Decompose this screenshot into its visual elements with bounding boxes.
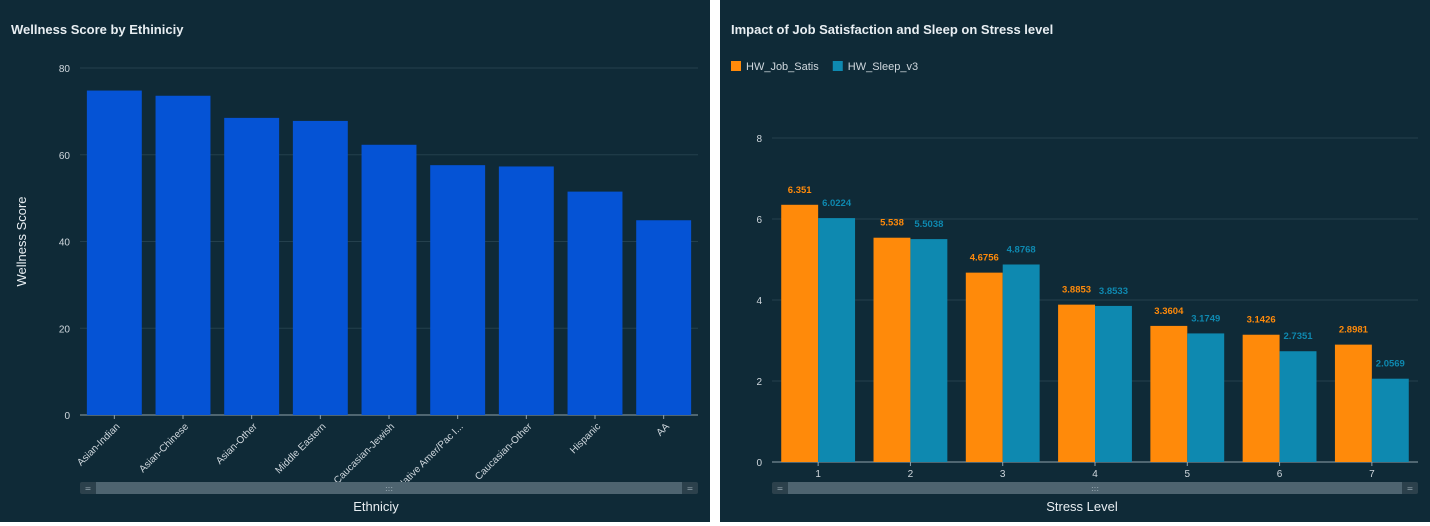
bar-2[interactable]: [224, 117, 280, 415]
bar-HW_Job_Satis-0[interactable]: [781, 204, 819, 463]
x-tick-label: Asian-Other: [214, 421, 260, 467]
legend-swatch-0[interactable]: [731, 61, 741, 71]
stress-chart-panel: Impact of Job Satisfaction and Sleep on …: [720, 0, 1430, 522]
bar-HW_Sleep_v3-6[interactable]: [1371, 378, 1409, 462]
bar-HW_Job_Satis-6[interactable]: [1334, 344, 1372, 462]
legend-swatch-1[interactable]: [832, 61, 843, 71]
scrollbar-left-handle[interactable]: =: [85, 484, 92, 493]
data-label: 4.6756: [970, 253, 999, 264]
x-tick-label: 7: [1369, 469, 1375, 480]
scrollbar-thumb[interactable]: [788, 482, 1402, 494]
bar-HW_Sleep_v3-1[interactable]: [910, 239, 948, 462]
y-tick-label: 80: [59, 64, 71, 75]
bar-0[interactable]: [86, 90, 142, 416]
bar-8[interactable]: [636, 220, 692, 415]
chart-title: Impact of Job Satisfaction and Sleep on …: [731, 22, 1054, 37]
y-tick-label: 0: [64, 411, 70, 422]
x-tick-label: Asian-Chinese: [137, 421, 191, 475]
chart-title: Wellness Score by Ethiniciy: [11, 22, 184, 37]
legend-label-1[interactable]: HW_Sleep_v3: [848, 61, 918, 73]
wellness-chart-panel: Wellness Score by Ethiniciy 0 20 40 60 80 Asi…: [0, 0, 710, 522]
y-tick-label: 40: [59, 238, 71, 249]
bar-3[interactable]: [292, 120, 348, 415]
y-tick-label: 60: [59, 151, 71, 162]
bar-5[interactable]: [430, 165, 486, 415]
data-label: 3.1426: [1247, 315, 1276, 326]
scrollbar-right-handle[interactable]: =: [1407, 484, 1414, 493]
y-tick-label: 2: [756, 377, 762, 388]
bar-HW_Job_Satis-3[interactable]: [1058, 304, 1095, 462]
data-label: 3.8533: [1099, 286, 1128, 297]
x-tick-label: Asian-Indian: [75, 421, 122, 468]
bar-6[interactable]: [498, 166, 554, 415]
bar-HW_Job_Satis-2[interactable]: [965, 272, 1003, 462]
x-tick-label: Hispanic: [568, 421, 603, 456]
y-tick-label: 0: [756, 458, 762, 469]
x-axis-title: Ethniciy: [353, 499, 399, 514]
scrollbar-left-handle[interactable]: =: [777, 484, 784, 493]
data-label: 3.8853: [1062, 285, 1091, 296]
scrollbar-grip-icon: :::: [385, 484, 393, 493]
bar-HW_Job_Satis-5[interactable]: [1242, 334, 1280, 462]
bar-HW_Sleep_v3-0[interactable]: [818, 218, 856, 462]
bar-7[interactable]: [567, 191, 623, 415]
legend-label-0[interactable]: HW_Job_Satis: [746, 61, 819, 73]
scrollbar-grip-icon: :::: [1091, 484, 1099, 493]
bar-1[interactable]: [155, 95, 211, 415]
bar-4[interactable]: [361, 144, 417, 415]
data-label: 4.8768: [1007, 244, 1036, 255]
x-tick-label: Caucasian-Other: [473, 421, 535, 483]
y-axis-title: Wellness Score: [14, 196, 29, 286]
bar-HW_Job_Satis-4[interactable]: [1150, 325, 1188, 462]
x-tick-label: 1: [815, 469, 821, 480]
y-tick-label: 8: [756, 134, 762, 145]
data-label: 6.351: [788, 185, 812, 196]
data-label: 2.8981: [1339, 325, 1369, 336]
x-tick-label: 3: [1000, 469, 1006, 480]
x-tick-label: 2: [908, 469, 914, 480]
data-label: 2.0569: [1376, 359, 1405, 370]
bar-HW_Sleep_v3-5[interactable]: [1279, 351, 1317, 462]
scrollbar-right-handle[interactable]: =: [687, 484, 694, 493]
bar-HW_Sleep_v3-3[interactable]: [1095, 305, 1132, 462]
bar-HW_Sleep_v3-4[interactable]: [1187, 333, 1225, 462]
data-label: 3.1749: [1191, 313, 1220, 324]
data-label: 5.5038: [914, 219, 943, 230]
y-tick-label: 6: [756, 215, 762, 226]
x-tick-label: Middle Eastern: [274, 421, 329, 476]
x-tick-label: Caucasian-Jewish: [332, 421, 397, 486]
x-tick-label: 5: [1185, 469, 1191, 480]
data-label: 5.538: [880, 218, 904, 229]
scrollbar-thumb[interactable]: [96, 482, 682, 494]
data-label: 2.7351: [1283, 331, 1313, 342]
bar-HW_Job_Satis-1[interactable]: [873, 237, 911, 462]
bar-HW_Sleep_v3-2[interactable]: [1002, 264, 1040, 462]
x-tick-label: Native Amer/Pac I...: [396, 421, 466, 491]
stress-chart: 0 2 4 6 8 HW_Job_Satis HW_Sleep_v3 6.351 6.0224 1…: [731, 61, 1418, 514]
wellness-chart: 0 20 40 60 80 Asian-Indian Asian-Chinese Asian-…: [14, 64, 698, 514]
x-tick-label: 6: [1277, 469, 1283, 480]
x-tick-label: AA: [655, 421, 672, 438]
x-tick-label: 4: [1092, 469, 1098, 480]
y-tick-label: 4: [756, 296, 762, 307]
y-tick-label: 20: [59, 324, 71, 335]
x-axis-title: Stress Level: [1046, 499, 1118, 514]
data-label: 6.0224: [822, 198, 852, 209]
data-label: 3.3604: [1154, 306, 1184, 317]
